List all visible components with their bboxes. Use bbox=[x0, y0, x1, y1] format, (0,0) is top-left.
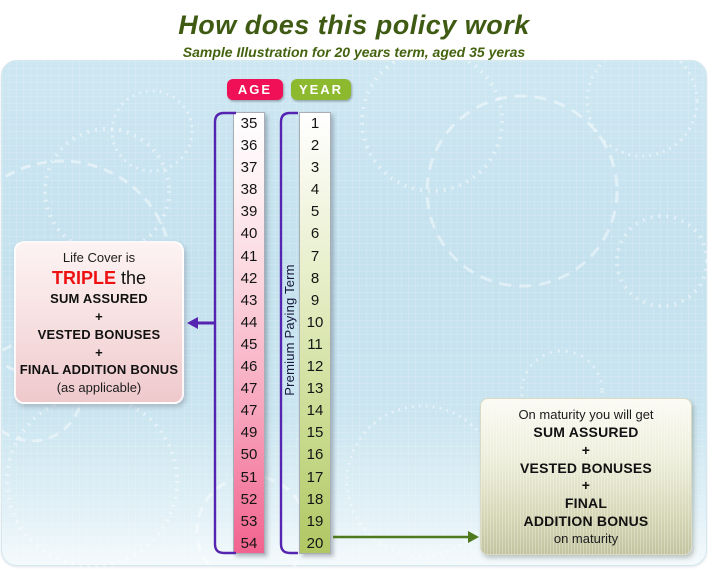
year-column-header-badge: YEAR bbox=[291, 79, 351, 100]
year-cell: 20 bbox=[306, 534, 324, 552]
age-cell: 43 bbox=[240, 291, 258, 309]
life-cover-line: VESTED BONUSES bbox=[37, 326, 161, 342]
age-cell: 47 bbox=[240, 380, 258, 398]
age-cell: 40 bbox=[240, 225, 258, 243]
year-cell: 1 bbox=[310, 115, 320, 132]
maturity-line: SUM ASSURED bbox=[533, 423, 639, 440]
age-cell: 50 bbox=[240, 446, 258, 464]
year-cell: 11 bbox=[307, 335, 323, 353]
age-column: 35 36 37 38 39 40 41 42 43 44 45 46 47 47 49 50 51 52 53 54 bbox=[233, 112, 265, 554]
year-cell: 17 bbox=[306, 468, 324, 486]
age-column-header-badge: AGE bbox=[227, 79, 283, 100]
life-cover-triple-line: TRIPLE the bbox=[52, 268, 146, 289]
age-cell: 54 bbox=[240, 534, 258, 552]
age-cell: 53 bbox=[240, 512, 258, 530]
age-cell: 42 bbox=[240, 269, 258, 287]
header: How does this policy work Sample Illustr… bbox=[0, 10, 708, 60]
page-subtitle: Sample Illustration for 20 years term, a… bbox=[182, 44, 526, 60]
year-cell: 19 bbox=[306, 512, 324, 530]
life-cover-line: FINAL ADDITION BONUS bbox=[19, 362, 179, 378]
age-cell: 44 bbox=[240, 313, 258, 331]
maturity-line: ADDITION BONUS bbox=[523, 513, 649, 530]
life-cover-callout: Life Cover is TRIPLE the SUM ASSURED + V… bbox=[14, 241, 184, 404]
plus-sign: + bbox=[95, 344, 103, 360]
maturity-note: on maturity bbox=[553, 531, 619, 546]
life-cover-note: (as applicable) bbox=[56, 380, 142, 396]
age-cell: 36 bbox=[240, 137, 258, 155]
year-cell: 5 bbox=[310, 203, 320, 221]
age-cell: 46 bbox=[240, 358, 258, 376]
age-cell: 39 bbox=[240, 203, 258, 221]
year-cell: 14 bbox=[306, 402, 324, 420]
age-cell: 45 bbox=[240, 335, 258, 353]
maturity-callout: On maturity you will get SUM ASSURED + V… bbox=[480, 398, 692, 555]
year-cell: 7 bbox=[310, 247, 320, 265]
age-cell: 35 bbox=[240, 115, 258, 132]
year-cell: 18 bbox=[306, 490, 324, 508]
age-cell: 37 bbox=[240, 159, 258, 177]
premium-paying-term-label: Premium Paying Term bbox=[282, 264, 297, 396]
year-cell: 4 bbox=[310, 181, 320, 199]
triple-suffix: the bbox=[115, 267, 147, 288]
year-cell: 2 bbox=[310, 137, 320, 155]
age-cell: 49 bbox=[240, 424, 258, 442]
triple-highlight: TRIPLE bbox=[51, 267, 116, 288]
age-cell: 38 bbox=[240, 181, 258, 199]
maturity-line: FINAL bbox=[564, 495, 608, 512]
year-column: 1 2 3 4 5 6 7 8 9 10 11 12 13 14 15 16 17 18 19 20 bbox=[299, 112, 331, 554]
year-cell: 10 bbox=[306, 313, 324, 331]
page-title: How does this policy work bbox=[178, 10, 530, 40]
year-cell: 16 bbox=[306, 446, 324, 464]
life-cover-intro: Life Cover is bbox=[62, 249, 136, 265]
age-cell: 52 bbox=[240, 490, 258, 508]
maturity-line: VESTED BONUSES bbox=[520, 459, 652, 476]
life-cover-line: SUM ASSURED bbox=[50, 291, 148, 307]
year-cell: 6 bbox=[310, 225, 320, 243]
year-cell: 13 bbox=[306, 380, 324, 398]
plus-sign: + bbox=[581, 477, 591, 494]
maturity-intro: On maturity you will get bbox=[518, 406, 654, 422]
plus-sign: + bbox=[95, 309, 103, 325]
year-cell: 12 bbox=[306, 358, 324, 376]
year-cell: 15 bbox=[306, 424, 324, 442]
year-cell: 9 bbox=[310, 291, 320, 309]
age-cell: 51 bbox=[240, 468, 258, 486]
plus-sign: + bbox=[581, 441, 591, 458]
age-cell: 41 bbox=[240, 247, 258, 265]
age-cell: 47 bbox=[240, 402, 258, 420]
year-cell: 8 bbox=[310, 269, 320, 287]
year-cell: 3 bbox=[310, 159, 320, 177]
